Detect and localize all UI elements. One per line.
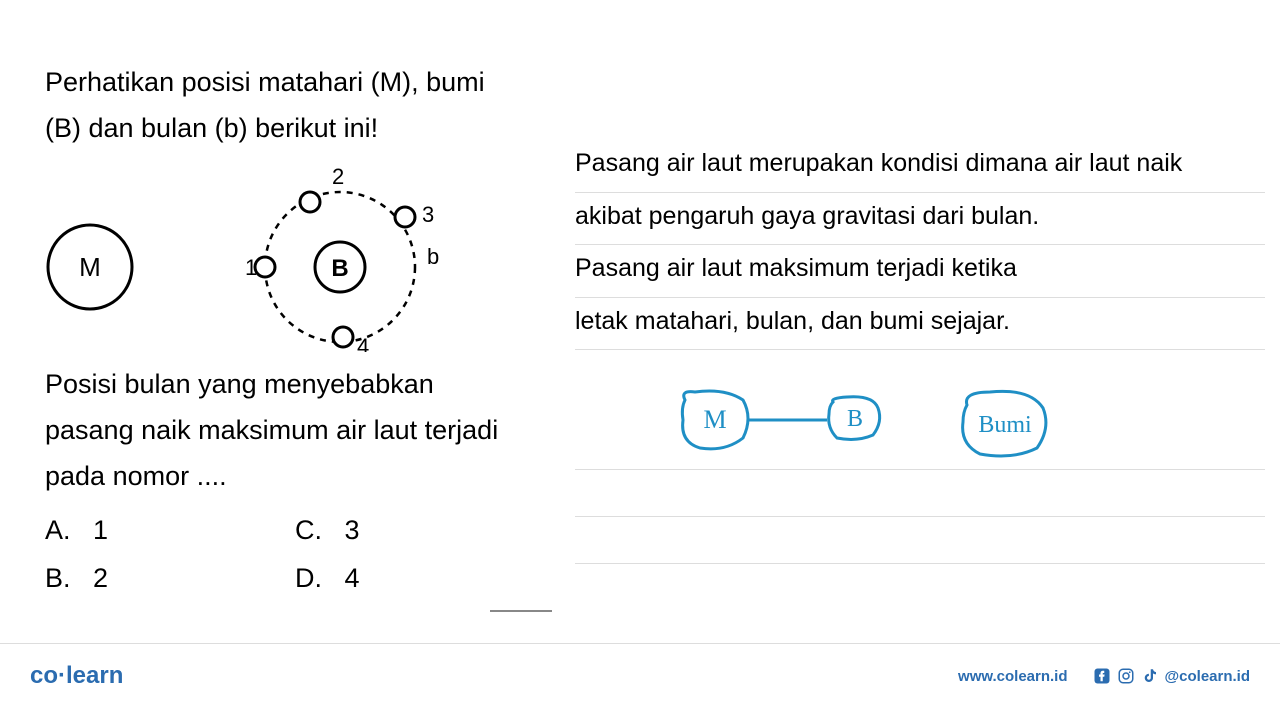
pos-label-4: 4 — [357, 334, 369, 352]
option-d: D. 4 — [295, 555, 545, 602]
option-a-value: 1 — [93, 515, 108, 545]
option-b-value: 2 — [93, 563, 108, 593]
followup-line1: Posisi bulan yang menyebabkan — [45, 362, 545, 408]
notes-line1: Pasang air laut merupakan kondisi dimana… — [575, 140, 1265, 193]
option-c-value: 3 — [345, 515, 360, 545]
instagram-icon — [1117, 667, 1135, 685]
notes-line2: akibat pengaruh gaya gravitasi dari bula… — [575, 193, 1265, 246]
logo-learn: learn — [66, 662, 123, 689]
earth-label: B — [331, 255, 348, 282]
footer: co·learn www.colearn.id @colearn.id — [0, 643, 1280, 690]
footer-url: www.colearn.id — [958, 668, 1067, 685]
logo: co·learn — [30, 662, 123, 690]
options-container: A. 1 B. 2 C. 3 D. 4 — [45, 507, 545, 602]
notes-line4: letak matahari, bulan, dan bumi sejajar. — [575, 298, 1265, 351]
followup-line2: pasang naik maksimum air laut terjadi — [45, 408, 545, 454]
option-b: B. 2 — [45, 555, 295, 602]
moon-pos-3 — [395, 207, 415, 227]
question-line2: (B) dan bulan (b) berikut ini! — [45, 106, 545, 152]
facebook-icon — [1093, 667, 1111, 685]
notes-line3: Pasang air laut maksimum terjadi ketika — [575, 245, 1265, 298]
pos-label-1: 1 — [245, 255, 257, 280]
pos-label-2: 2 — [332, 164, 344, 189]
notes-area: Pasang air laut merupakan kondisi dimana… — [575, 60, 1265, 602]
hand-m-label: M — [703, 405, 726, 434]
option-c-letter: C. — [295, 515, 322, 545]
option-b-letter: B. — [45, 563, 71, 593]
moon-pos-2 — [300, 192, 320, 212]
footer-handle: @colearn.id — [1165, 668, 1250, 685]
tiktok-icon — [1141, 667, 1159, 685]
option-a: A. 1 — [45, 507, 295, 554]
logo-dot: · — [58, 662, 66, 689]
footer-right: www.colearn.id @colearn.id — [958, 667, 1250, 685]
hand-b-label: B — [847, 406, 863, 432]
option-d-value: 4 — [345, 563, 360, 593]
option-c: C. 3 — [295, 507, 545, 554]
socials: @colearn.id — [1093, 667, 1250, 685]
empty-line-1 — [575, 470, 1265, 517]
option-d-letter: D. — [295, 563, 322, 593]
handwriting-diagram: M B Bumi — [575, 380, 1265, 470]
sun-label: M — [79, 252, 101, 282]
followup-line3: pada nomor .... — [45, 454, 545, 500]
logo-co: co — [30, 662, 58, 689]
pos-label-3: 3 — [422, 202, 434, 227]
option-a-letter: A. — [45, 515, 71, 545]
hand-bumi-label: Bumi — [978, 412, 1032, 438]
empty-line-2 — [575, 517, 1265, 564]
underline-decoration — [490, 610, 552, 612]
orbit-diagram: M B 1 2 3 4 b — [45, 162, 465, 352]
moon-pos-4 — [333, 327, 353, 347]
moon-label-b: b — [427, 244, 439, 269]
moon-pos-1 — [255, 257, 275, 277]
question-line1: Perhatikan posisi matahari (M), bumi — [45, 60, 545, 106]
